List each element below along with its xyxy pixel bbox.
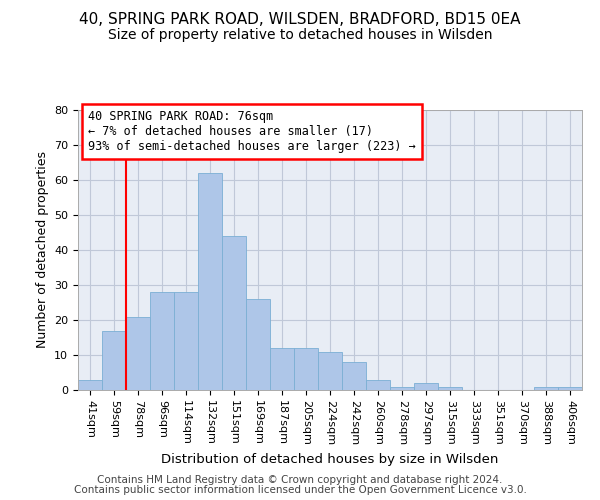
Bar [174,292,198,390]
Bar [198,173,222,390]
Bar [342,362,366,390]
Bar [222,236,246,390]
Bar [534,386,558,390]
Text: Contains HM Land Registry data © Crown copyright and database right 2024.: Contains HM Land Registry data © Crown c… [97,475,503,485]
Bar [438,386,462,390]
Bar [414,383,438,390]
Y-axis label: Number of detached properties: Number of detached properties [35,152,49,348]
Bar [150,292,174,390]
Text: Contains public sector information licensed under the Open Government Licence v3: Contains public sector information licen… [74,485,526,495]
Bar [246,299,270,390]
Text: 40 SPRING PARK ROAD: 76sqm
← 7% of detached houses are smaller (17)
93% of semi-: 40 SPRING PARK ROAD: 76sqm ← 7% of detac… [88,110,416,153]
Bar [126,316,150,390]
Bar [318,352,342,390]
Bar [78,380,102,390]
Bar [270,348,294,390]
Bar [390,386,414,390]
Bar [102,330,126,390]
Bar [366,380,390,390]
Text: Size of property relative to detached houses in Wilsden: Size of property relative to detached ho… [108,28,492,42]
X-axis label: Distribution of detached houses by size in Wilsden: Distribution of detached houses by size … [161,453,499,466]
Bar [294,348,318,390]
Bar [558,386,582,390]
Text: 40, SPRING PARK ROAD, WILSDEN, BRADFORD, BD15 0EA: 40, SPRING PARK ROAD, WILSDEN, BRADFORD,… [79,12,521,28]
